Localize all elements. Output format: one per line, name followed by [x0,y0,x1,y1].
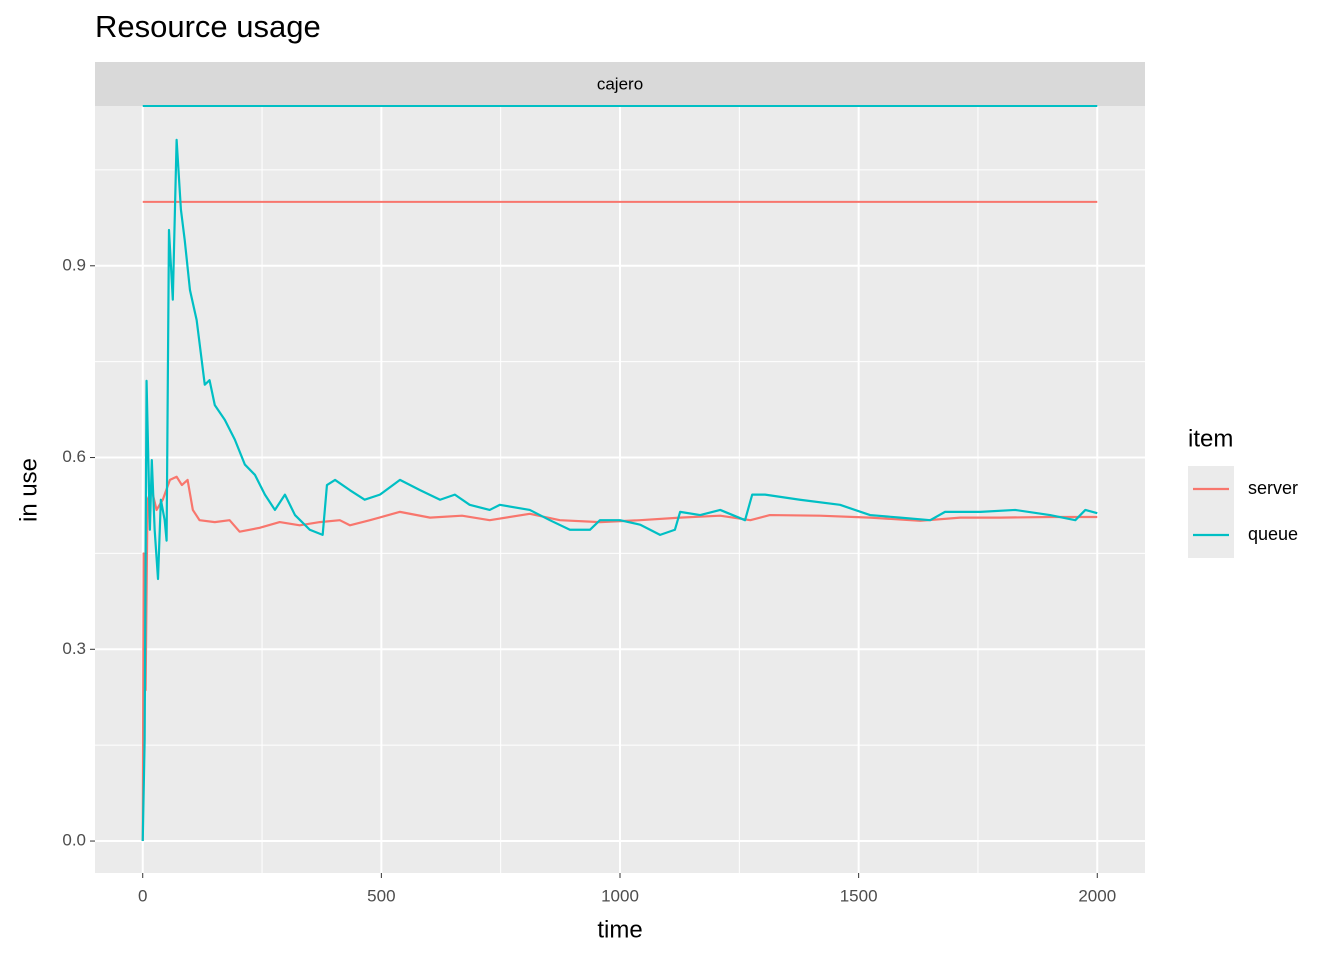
x-axis-title: time [597,916,642,943]
chart-title: Resource usage [95,9,321,44]
facet-strip [95,62,1145,106]
series-line [141,138,1098,842]
x-tick-label: 2000 [1078,886,1116,905]
x-tick-label: 500 [367,886,395,905]
y-tick-label: 0.0 [62,831,86,850]
x-tick-label: 0 [138,886,147,905]
facet-label: cajero [597,74,643,93]
y-tick-label: 0.3 [62,639,86,658]
y-axis-title: in use [15,458,42,522]
legend-title: item [1188,425,1233,452]
legend-label: server [1248,478,1298,498]
x-tick-label: 1500 [840,886,878,905]
x-tick-label: 1000 [601,886,639,905]
legend-label: queue [1248,524,1298,544]
series-line [141,475,1098,842]
y-tick-label: 0.9 [62,255,86,274]
y-tick-label: 0.6 [62,447,86,466]
